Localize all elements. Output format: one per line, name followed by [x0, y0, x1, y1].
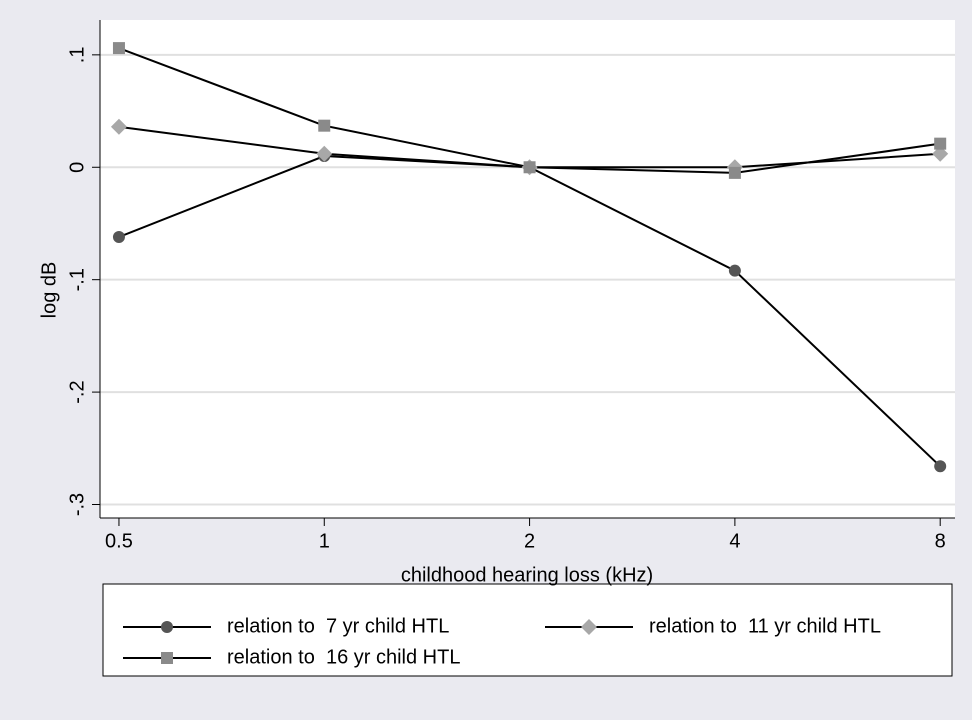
x-tick-label: 2 — [524, 530, 535, 552]
y-axis-title: log dB — [38, 262, 60, 319]
legend-label: relation to 11 yr child HTL — [649, 615, 881, 637]
marker — [581, 619, 597, 635]
x-tick-label: 1 — [319, 530, 330, 552]
marker — [934, 137, 947, 150]
y-tick-label: .1 — [66, 47, 88, 64]
x-tick-label: 4 — [729, 530, 740, 552]
y-tick-label: -.1 — [66, 268, 88, 291]
marker — [112, 42, 125, 55]
x-axis-title: childhood hearing loss (kHz) — [401, 564, 653, 586]
marker — [316, 145, 333, 162]
marker — [110, 118, 127, 135]
legend-label: relation to 16 yr child HTL — [227, 646, 460, 668]
x-tick-label: 0.5 — [105, 530, 133, 552]
marker — [728, 264, 741, 277]
marker — [161, 652, 173, 664]
legend-label: relation to 7 yr child HTL — [227, 615, 449, 637]
plot-area — [100, 20, 955, 518]
marker — [934, 460, 947, 473]
marker — [932, 145, 949, 162]
marker — [112, 230, 125, 243]
y-tick-label: 0 — [66, 162, 88, 173]
legend-box — [102, 583, 953, 677]
x-tick-label: 8 — [935, 530, 946, 552]
marker — [523, 161, 536, 174]
marker — [728, 166, 741, 179]
marker — [318, 119, 331, 132]
y-tick-label: -.2 — [66, 380, 88, 403]
marker — [161, 621, 173, 633]
y-tick-label: -.3 — [66, 493, 88, 516]
